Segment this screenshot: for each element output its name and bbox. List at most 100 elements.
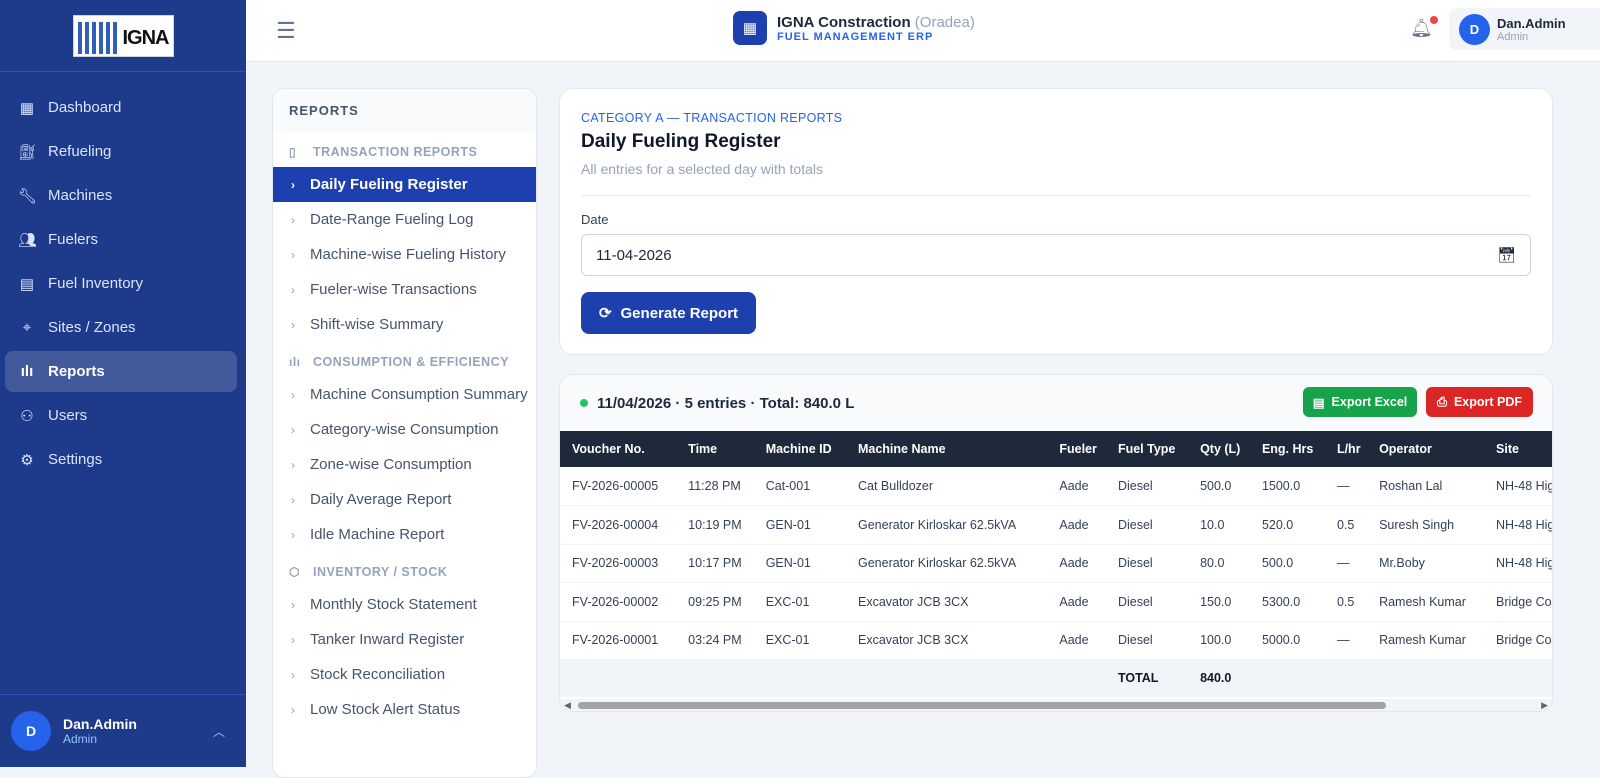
report-link-label: Category-wise Consumption xyxy=(310,421,499,438)
chevron-right-icon: › xyxy=(291,177,295,192)
sidebar-item-refueling[interactable]: ⛽︎ Refueling xyxy=(5,131,237,172)
scrollbar-thumb[interactable] xyxy=(578,702,1386,709)
map-pin-icon: ⌖ xyxy=(22,319,32,336)
avatar: D xyxy=(11,711,51,751)
table-cell: GEN-01 xyxy=(753,505,846,545)
chevron-right-icon: › xyxy=(291,282,295,297)
table-cell: 10.0 xyxy=(1188,505,1250,545)
logo[interactable]: IGNA xyxy=(0,0,246,72)
sidebar-item-fuel-inventory[interactable]: ▤ Fuel Inventory xyxy=(5,263,237,304)
report-link[interactable]: › Date-Range Fueling Log xyxy=(273,202,536,237)
sidebar-item-machines[interactable]: 🔧︎ Machines xyxy=(5,175,237,216)
report-link[interactable]: › Zone-wise Consumption xyxy=(273,447,536,482)
section-label: TRANSACTION REPORTS xyxy=(313,145,478,159)
table-row[interactable]: FV-2026-00002 09:25 PM EXC-01 Excavator JCB… xyxy=(560,582,1552,622)
table-cell: Aade xyxy=(1047,621,1106,660)
table-cell: 5000.0 xyxy=(1249,621,1325,660)
user-name: Dan.Admin xyxy=(1497,15,1566,31)
table-cell: Generator Kirloskar 62.5kVA xyxy=(845,544,1048,583)
table-row[interactable]: FV-2026-00004 10:19 PM GEN-01 Generator Kir… xyxy=(560,505,1552,545)
calendar-icon[interactable]: 📅︎ xyxy=(1496,247,1516,264)
scroll-left-icon[interactable]: ◀ xyxy=(564,700,571,710)
user-role: Admin xyxy=(1497,30,1529,43)
sidebar-item-fuelers[interactable]: 👥︎ Fuelers xyxy=(5,219,237,260)
generate-report-button[interactable]: ⟳ Generate Report xyxy=(581,292,756,334)
chevron-right-icon: › xyxy=(291,457,295,472)
chevron-right-icon: › xyxy=(291,492,295,507)
app-subtitle: FUEL MANAGEMENT ERP xyxy=(777,30,934,43)
report-link-label: Date-Range Fueling Log xyxy=(310,211,474,228)
table-row[interactable]: FV-2026-00001 03:24 PM EXC-01 Excavator JCB… xyxy=(560,621,1552,660)
table-cell: Diesel xyxy=(1105,505,1189,545)
report-form-card: CATEGORY A — TRANSACTION REPORTS Daily F… xyxy=(559,88,1553,355)
horizontal-scrollbar[interactable]: ◀ ▶ xyxy=(560,699,1552,711)
report-link[interactable]: › Daily Average Report xyxy=(273,482,536,517)
file-icon: ▯ xyxy=(289,145,297,159)
chevron-right-icon: › xyxy=(291,247,295,262)
export-pdf-button[interactable]: ⎙ Export PDF xyxy=(1426,387,1533,417)
avatar: D xyxy=(1459,13,1490,45)
chevron-right-icon: › xyxy=(291,422,295,437)
sidebar-item-reports[interactable]: ılı Reports xyxy=(5,351,237,392)
header-user-menu[interactable]: D Dan.Admin Admin xyxy=(1449,8,1600,50)
table-cell: 03:24 PM xyxy=(676,621,754,660)
table-cell: — xyxy=(1324,621,1368,660)
column-header[interactable]: Site xyxy=(1484,431,1552,467)
column-header[interactable]: Time xyxy=(676,431,754,467)
table-cell: 0.5 xyxy=(1324,582,1368,622)
report-link-label: Shift-wise Summary xyxy=(310,316,444,333)
sidebar-item-sites-zones[interactable]: ⌖ Sites / Zones xyxy=(5,307,237,348)
column-header[interactable]: L/hr xyxy=(1324,431,1368,467)
export-excel-button[interactable]: ▤ Export Excel xyxy=(1303,387,1417,417)
notification-dot xyxy=(1429,16,1438,24)
scroll-right-icon[interactable]: ▶ xyxy=(1541,700,1548,710)
date-label: Date xyxy=(581,212,609,227)
table-cell: EXC-01 xyxy=(753,621,846,660)
user-name: Dan.Admin xyxy=(63,716,137,732)
report-link[interactable]: › Fueler-wise Transactions xyxy=(273,272,536,307)
report-link-label: Fueler-wise Transactions xyxy=(310,281,477,298)
date-input[interactable]: 11-04-2026 📅︎ xyxy=(581,234,1531,276)
table-cell: Cat-001 xyxy=(753,467,846,506)
table-cell: 500.0 xyxy=(1188,467,1250,506)
table-cell: NH-48 Highway P xyxy=(1484,505,1552,545)
table-cell: Diesel xyxy=(1105,621,1189,660)
table-cell: 80.0 xyxy=(1188,544,1250,583)
table-row[interactable]: FV-2026-00003 10:17 PM GEN-01 Generator Kir… xyxy=(560,544,1552,583)
column-header[interactable]: Voucher No. xyxy=(560,431,677,467)
report-link[interactable]: › Tanker Inward Register xyxy=(273,622,536,657)
sidebar-item-settings[interactable]: ⚙︎ Settings xyxy=(5,439,237,480)
notification-bell-icon[interactable]: 🔔︎ xyxy=(1410,16,1438,39)
table-cell: FV-2026-00003 xyxy=(560,544,677,583)
report-link[interactable]: › Category-wise Consumption xyxy=(273,412,536,447)
total-qty: 840.0 xyxy=(1188,659,1250,697)
company-name: IGNA Constraction xyxy=(777,13,911,31)
report-link[interactable]: › Machine-wise Fueling History xyxy=(273,237,536,272)
sidebar-user[interactable]: D Dan.Admin Admin ︿ xyxy=(0,694,246,767)
report-link[interactable]: › Idle Machine Report xyxy=(273,517,536,552)
report-link[interactable]: › Shift-wise Summary xyxy=(273,307,536,342)
table-cell: 10:17 PM xyxy=(676,544,754,583)
column-header[interactable]: Eng. Hrs xyxy=(1249,431,1325,467)
sidebar-item-dashboard[interactable]: ▦ Dashboard xyxy=(5,87,237,128)
menu-icon[interactable]: ☰ xyxy=(276,18,296,43)
report-link[interactable]: › Monthly Stock Statement xyxy=(273,587,536,622)
sidebar-item-users[interactable]: ⚇ Users xyxy=(5,395,237,436)
report-link[interactable]: › Stock Reconciliation xyxy=(273,657,536,692)
report-link[interactable]: › Low Stock Alert Status xyxy=(273,692,536,727)
column-header[interactable]: Machine Name xyxy=(845,431,1048,467)
report-section-header: ⬡ INVENTORY / STOCK xyxy=(273,552,536,587)
column-header[interactable]: Fuel Type xyxy=(1105,431,1189,467)
column-header[interactable]: Operator xyxy=(1367,431,1485,467)
column-header[interactable]: Fueler xyxy=(1047,431,1106,467)
table-cell: Ramesh Kumar xyxy=(1367,582,1485,622)
table-cell: EXC-01 xyxy=(753,582,846,622)
wrench-icon: 🔧︎ xyxy=(18,187,38,205)
column-header[interactable]: Qty (L) xyxy=(1188,431,1250,467)
column-header[interactable]: Machine ID xyxy=(753,431,846,467)
table-row[interactable]: FV-2026-00005 11:28 PM Cat-001 Cat Bulldoze… xyxy=(560,467,1552,506)
chevron-up-icon[interactable]: ︿ xyxy=(213,724,226,739)
report-link[interactable]: › Machine Consumption Summary xyxy=(273,377,536,412)
report-link[interactable]: › Daily Fueling Register xyxy=(273,167,536,202)
sidebar-item-label: Users xyxy=(48,407,88,424)
